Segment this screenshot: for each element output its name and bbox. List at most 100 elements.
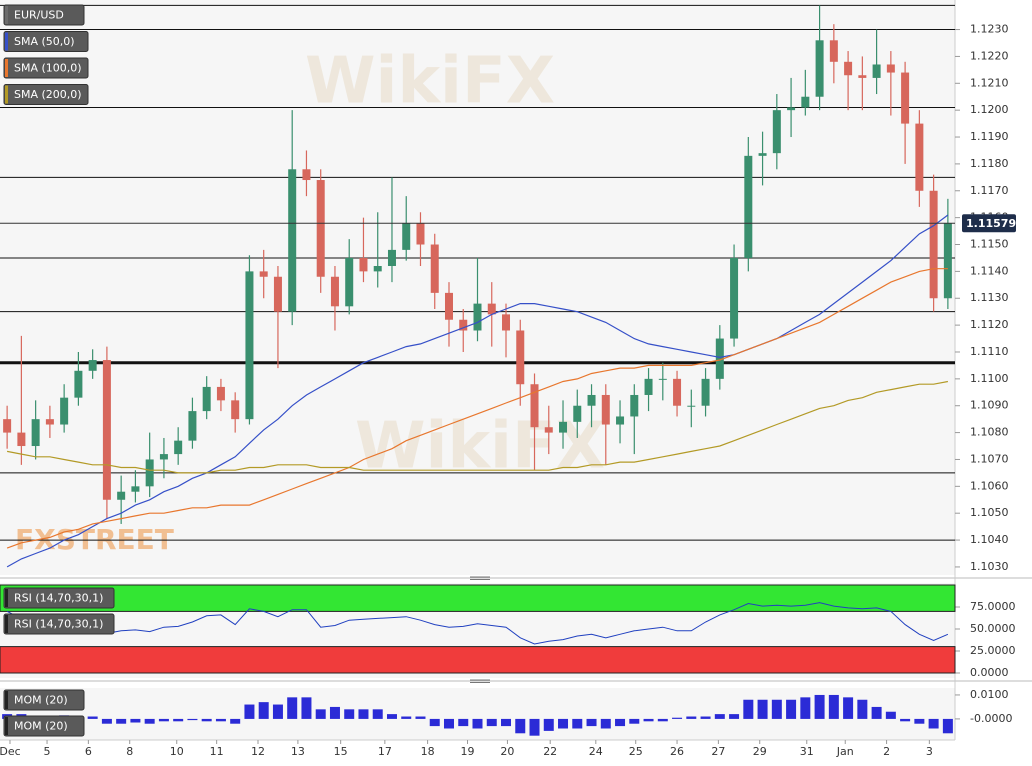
candle-body [801,96,810,108]
candle-body [216,386,225,401]
x-tick-label: 27 [711,745,725,758]
y-tick-label: 0.0100 [970,688,1009,701]
mom-bar [743,699,754,719]
y-tick-label: 0.0000 [970,666,1009,679]
x-tick-label: 3 [926,745,933,758]
candle-body [758,153,767,156]
mom-bar [315,709,326,719]
oversold-zone [0,646,956,674]
y-tick-label: 75.0000 [970,600,1016,613]
legend-label: SMA (50,0) [14,35,75,48]
mom-bar [786,699,797,719]
x-tick-label: 19 [461,745,475,758]
rsi-line [6,602,949,645]
candle-body [530,384,539,428]
sma-line [6,268,948,549]
candle-body [273,276,282,312]
candle-body [872,64,881,78]
candle-body [202,386,211,412]
mom-bar [657,718,668,722]
candle-body [3,419,12,433]
y-tick-label: 1.1150 [970,238,1009,251]
candle-body [844,61,853,76]
mom-bar [900,718,911,722]
mom-bar [515,718,526,734]
mom-bar [600,718,611,729]
mom-bar [814,694,825,719]
legend-swatch [5,59,8,77]
candle-body [373,266,382,272]
x-tick-label: 15 [334,745,348,758]
mom-bar [415,716,426,719]
legend-label: EUR/USD [14,9,64,22]
mom-bar [187,718,198,721]
y-tick-label: 50.0000 [970,622,1016,635]
y-tick-label: 1.1200 [970,103,1009,116]
candle-body [359,257,368,272]
mom-bar [301,697,312,719]
candle-body [644,378,653,395]
candle-body [858,75,867,78]
candle-body [715,338,724,379]
legend-box [3,689,85,711]
candle-body [159,454,168,460]
candle-body [829,40,838,62]
overbought-zone [0,584,956,612]
mom-bar [843,697,854,719]
candle-body [487,303,496,315]
resize-grip[interactable] [470,576,490,683]
candle-body [430,244,439,293]
legend-box [3,613,115,635]
candle-body [915,123,924,191]
legend-box [3,57,89,79]
mom-bar [472,718,483,729]
mom-bar [714,714,725,719]
mom-bar [729,714,740,719]
y-tick-label: 1.1070 [970,452,1009,465]
candle-body [901,72,910,124]
y-tick-label: 1.1180 [970,157,1009,170]
mom-bar [757,699,768,719]
candle-body [145,459,154,487]
mom-bar [244,704,255,719]
legend-box [3,587,115,609]
legend-box [3,715,85,737]
x-tick-label: 31 [800,745,814,758]
mom-bar [173,718,184,722]
candle-body [188,411,197,441]
candle-body [886,64,895,73]
mom-bar [372,709,383,719]
sma-line [6,380,949,474]
mom-bar [643,718,654,722]
watermark: WikiFX [305,45,555,119]
legend-label: RSI (14,70,30,1) [14,618,103,631]
candle-body [302,169,311,181]
mom-bar [329,706,340,719]
candle-body [45,419,54,425]
mom-bar [543,718,554,731]
x-tick-label: 24 [589,745,603,758]
candle-body [259,271,268,277]
legend-swatch [5,717,8,735]
mom-bar [558,718,569,729]
x-tick-label: 2 [883,745,890,758]
mom-bar [230,718,241,724]
mom-bar [287,697,298,719]
mom-bar [443,718,454,729]
candle-body [88,360,97,371]
x-tick-label: 25 [629,745,643,758]
mom-bar [258,702,269,719]
mom-bar [629,718,640,724]
mom-bar [871,706,882,719]
mom-bar [529,718,540,736]
last-price-tag [962,214,1016,233]
y-tick-label: 1.1140 [970,264,1009,277]
mom-bar [572,718,583,729]
candle-body [245,271,254,420]
x-tick-label: 20 [500,745,514,758]
mom-bar [272,704,283,719]
legend-label: MOM (20) [14,720,68,733]
x-tick-label: 18 [421,745,435,758]
y-tick-label: 1.1130 [970,291,1009,304]
mom-pane [0,688,955,740]
